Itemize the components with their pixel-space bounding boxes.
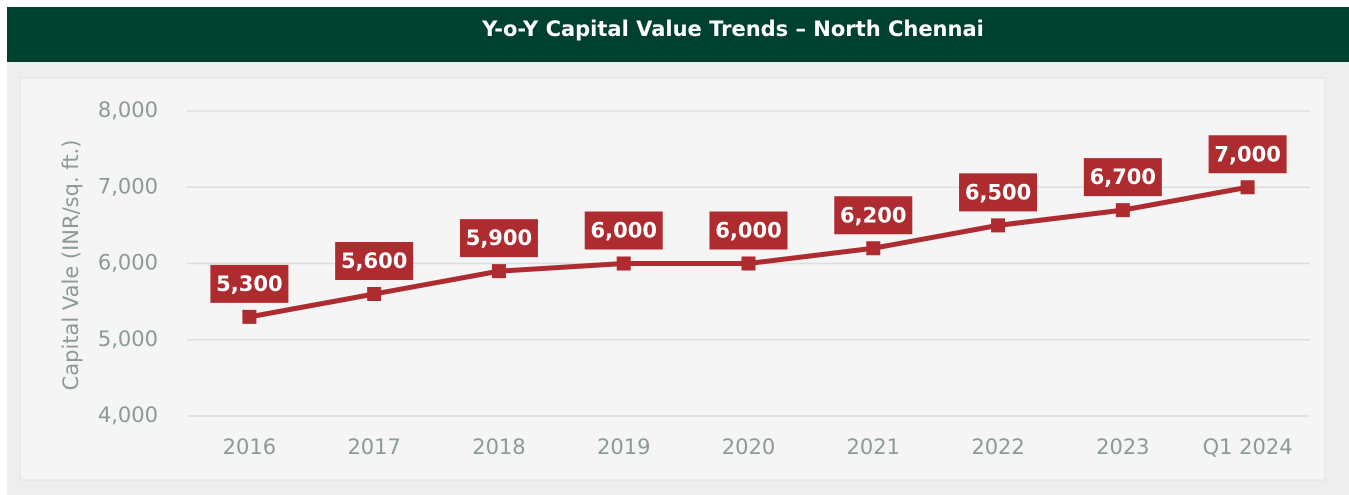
- marker: [1240, 180, 1255, 195]
- data-label: 5,600: [341, 249, 407, 273]
- marker: [242, 309, 257, 324]
- y-axis-label: Capital Vale (INR/sq. ft.): [59, 140, 83, 391]
- label-box: [1208, 135, 1287, 174]
- data-label: 6,000: [715, 219, 781, 243]
- x-tick-label: 2018: [472, 435, 525, 459]
- chart-title: Y-o-Y Capital Value Trends – North Chenn…: [481, 17, 984, 41]
- y-tick-label: 7,000: [98, 174, 158, 198]
- marker: [991, 218, 1006, 233]
- marker: [741, 256, 756, 271]
- x-tick-label: 2019: [597, 435, 650, 459]
- data-label: 7,000: [1214, 142, 1280, 166]
- y-tick-label: 5,000: [98, 327, 158, 351]
- x-tick-label: 2016: [223, 435, 276, 459]
- label-box: [459, 219, 538, 258]
- label-box: [709, 211, 788, 250]
- marker: [866, 241, 881, 256]
- y-tick-label: 8,000: [98, 98, 158, 122]
- header-bar: [7, 7, 1349, 62]
- label-box: [834, 196, 913, 235]
- y-tick-label: 6,000: [98, 251, 158, 275]
- data-label: 6,500: [965, 180, 1031, 204]
- marker: [367, 287, 382, 301]
- x-tick-label: 2022: [971, 435, 1024, 459]
- x-tick-label: 2020: [722, 435, 775, 459]
- x-tick-label: 2023: [1096, 435, 1149, 459]
- data-label: 6,200: [840, 203, 906, 227]
- label-box: [210, 264, 289, 303]
- marker: [616, 256, 631, 271]
- label-box: [335, 242, 414, 280]
- label-box: [959, 173, 1038, 212]
- label-box: [584, 211, 663, 250]
- y-tick-label: 4,000: [98, 403, 158, 427]
- data-label: 5,900: [466, 226, 532, 250]
- data-label: 5,300: [216, 272, 282, 296]
- marker: [1115, 203, 1130, 218]
- x-tick-label: Q1 2024: [1203, 435, 1293, 459]
- label-box: [1083, 158, 1162, 197]
- marker: [491, 264, 506, 279]
- x-tick-label: 2017: [347, 435, 400, 459]
- x-tick-label: 2021: [847, 435, 900, 459]
- data-label: 6,000: [591, 219, 657, 243]
- data-label: 6,700: [1090, 165, 1156, 189]
